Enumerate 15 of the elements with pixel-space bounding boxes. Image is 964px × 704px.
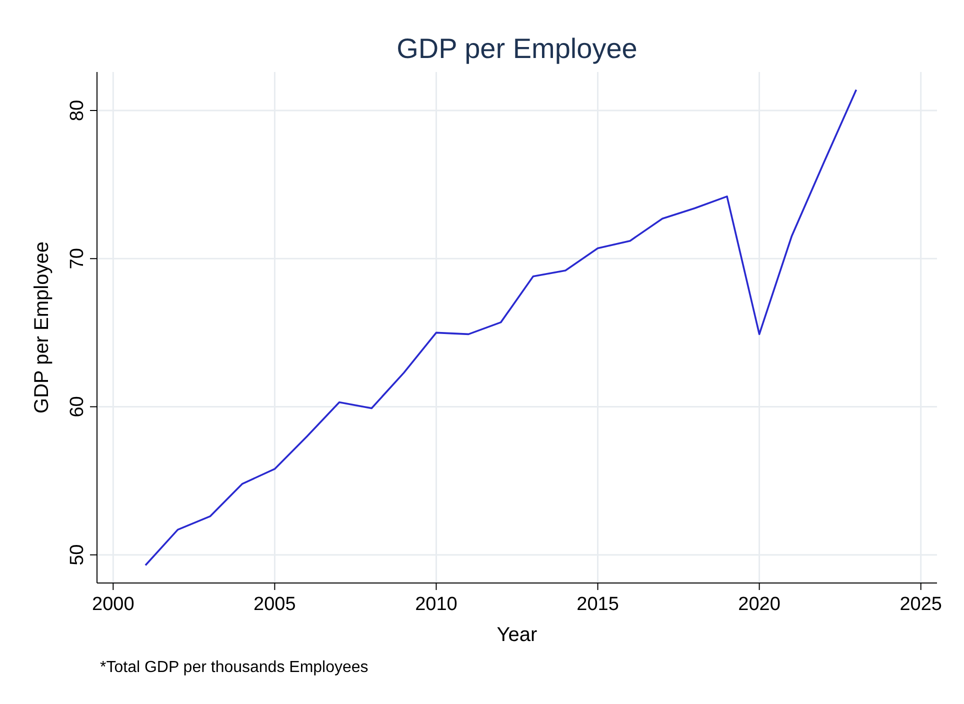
x-tick-label: 2005 — [254, 594, 296, 615]
x-tick-label: 2020 — [738, 594, 780, 615]
y-tick-label: 60 — [67, 396, 88, 418]
x-tick-label: 2025 — [900, 594, 942, 615]
x-axis-title: Year — [496, 624, 538, 646]
chart-title: GDP per Employee — [396, 33, 638, 64]
text: *Total GDP per thousands Employees — [100, 659, 368, 676]
x-tick-label: 2015 — [576, 594, 619, 615]
y-tick-label: 50 — [67, 544, 88, 566]
y-tick-label: 70 — [67, 248, 88, 270]
x-tick-label: 2000 — [92, 594, 134, 615]
y-axis-title: GDP per Employee — [31, 242, 53, 414]
line-series — [144, 88, 858, 566]
x-tick-label: 2010 — [415, 594, 458, 615]
y-tick-label: 80 — [67, 100, 88, 122]
